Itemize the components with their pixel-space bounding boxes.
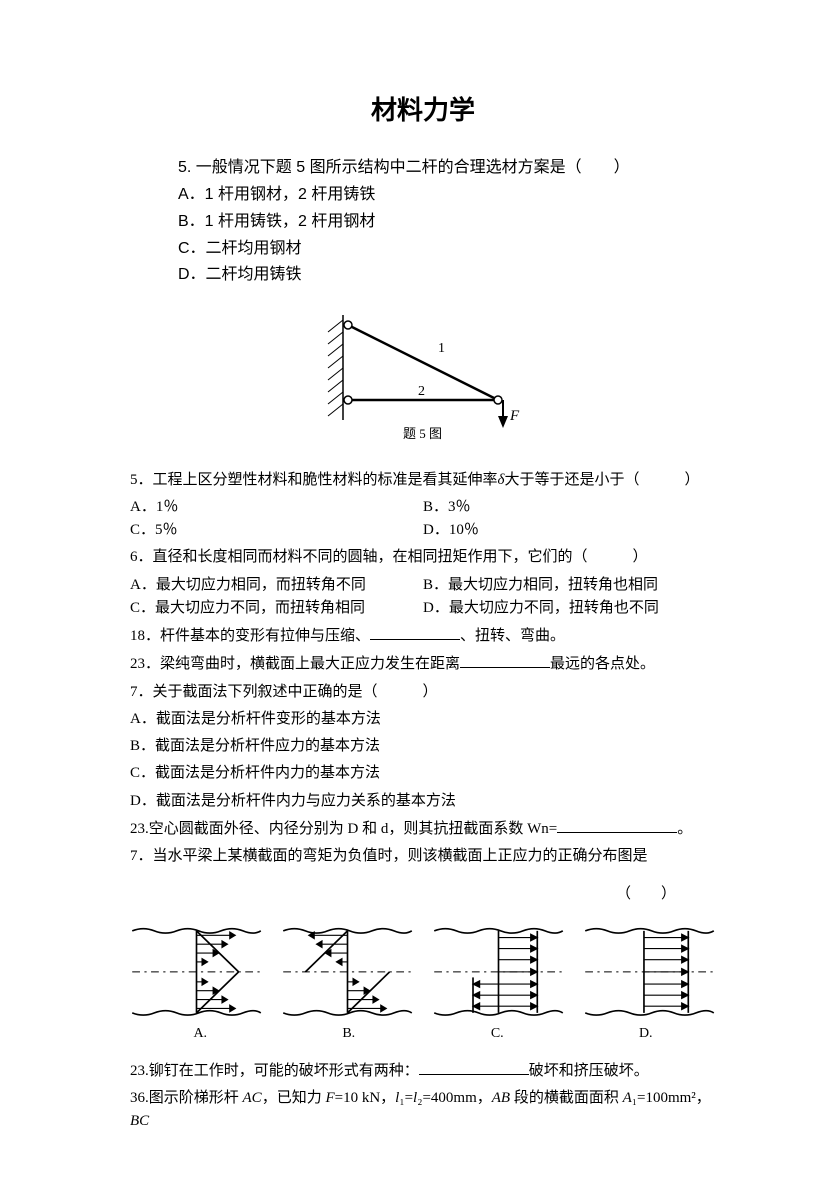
q5b-stem: 5．工程上区分塑性材料和脆性材料的标准是看其延伸率δ大于等于还是小于（ ） xyxy=(130,469,716,492)
stress-distribution-figs xyxy=(130,922,716,1022)
q5b-opt-a: A．1％ xyxy=(130,496,423,519)
q7a-opt-c: C．截面法是分析杆件内力的基本方法 xyxy=(130,762,716,785)
blank-field xyxy=(460,652,550,668)
option-d-fig xyxy=(583,922,716,1022)
q7b-stem: 7．当水平梁上某横截面的弯矩为负值时，则该横截面上正应力的正确分布图是 xyxy=(130,845,716,868)
option-c-fig xyxy=(432,922,565,1022)
q7b-paren: （ ） xyxy=(130,883,716,906)
q7a-opt-a: A．截面法是分析杆件变形的基本方法 xyxy=(130,708,716,731)
page-title: 材料力学 xyxy=(130,90,716,130)
q7a-opt-d: D．截面法是分析杆件内力与应力关系的基本方法 xyxy=(130,790,716,813)
q5a-opt-b: B．1 杆用铸铁，2 杆用钢材 xyxy=(178,210,716,235)
q6-opt-a: A．最大切应力相同，而扭转角不同 xyxy=(130,574,423,597)
q23a: 23．梁纯弯曲时，横截面上最大正应力发生在距离最远的各点处。 xyxy=(130,652,716,676)
q7a-stem: 7．关于截面法下列叙述中正确的是（ ） xyxy=(130,681,716,704)
q5b-opt-c: C．5％ xyxy=(130,519,423,542)
q5a-opt-a: A．1 杆用钢材，2 杆用铸铁 xyxy=(178,183,716,208)
force-label: F xyxy=(509,408,520,424)
option-b-fig xyxy=(281,922,414,1022)
blank-field xyxy=(370,624,460,640)
q5a-opt-c: C．二杆均用钢材 xyxy=(178,237,716,262)
truss-diagram: 1 2 F 题 5 图 xyxy=(308,310,538,440)
figure-q5: 1 2 F 题 5 图 xyxy=(130,310,716,448)
q6-opt-d: D．最大切应力不同，扭转角也不同 xyxy=(423,597,716,620)
q36: 36.图示阶梯形杆 AC，已知力 F=10 kN，l₁=l₂=400mm，AB … xyxy=(130,1087,716,1134)
option-a-fig xyxy=(130,922,263,1022)
blank-field xyxy=(557,817,677,833)
q6-opt-c: C．最大切应力不同，而扭转角相同 xyxy=(130,597,423,620)
bar2-label: 2 xyxy=(418,384,425,399)
q5a-opt-d: D．二杆均用铸铁 xyxy=(178,263,716,288)
q23c: 23.铆钉在工作时，可能的破坏形式有两种：破坏和挤压破坏。 xyxy=(130,1059,716,1083)
blank-field xyxy=(419,1059,529,1075)
q5b-opt-d: D．10％ xyxy=(423,519,716,542)
q5a-stem: 5. 一般情况下题 5 图所示结构中二杆的合理选材方案是（ ） xyxy=(178,156,716,181)
q7b-opt-d: D. xyxy=(576,1023,717,1045)
q23b: 23.空心圆截面外径、内径分别为 D 和 d，则其抗扭截面系数 Wn=。 xyxy=(130,817,716,841)
q6-stem: 6．直径和长度相同而材料不同的圆轴，在相同扭矩作用下，它们的（ ） xyxy=(130,546,716,569)
bar1-label: 1 xyxy=(438,341,445,356)
q7a-opt-b: B．截面法是分析杆件应力的基本方法 xyxy=(130,735,716,758)
fig-caption: 题 5 图 xyxy=(403,426,442,440)
q6-opt-b: B．最大切应力相同，扭转角也相同 xyxy=(423,574,716,597)
q5b-opt-b: B．3％ xyxy=(423,496,716,519)
q7b-opt-c: C. xyxy=(427,1023,568,1045)
q7b-opt-b: B. xyxy=(279,1023,420,1045)
q18: 18．杆件基本的变形有拉伸与压缩、、扭转、弯曲。 xyxy=(130,624,716,648)
question-5-struct: 5. 一般情况下题 5 图所示结构中二杆的合理选材方案是（ ） A．1 杆用钢材… xyxy=(178,156,716,288)
q7b-opt-a: A. xyxy=(130,1023,271,1045)
